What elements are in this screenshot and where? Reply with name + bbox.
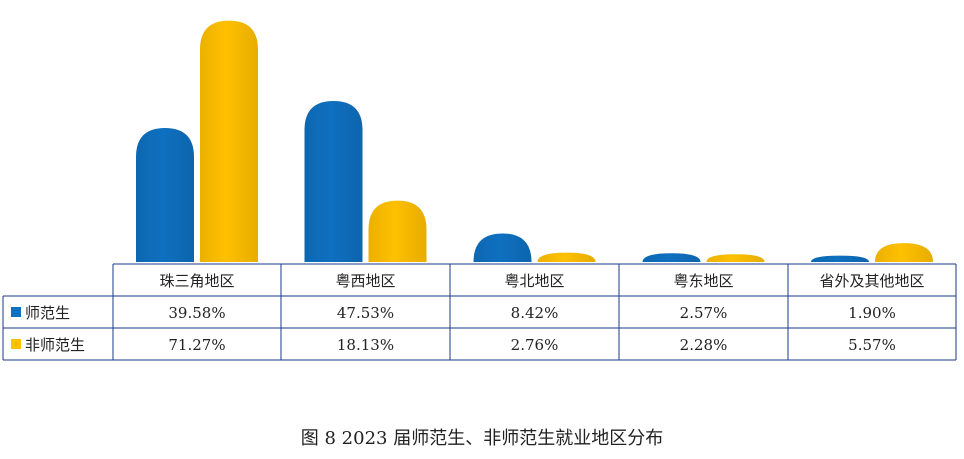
data-label: 1.90% <box>848 304 896 322</box>
bar-nonteacher-3 <box>706 254 765 262</box>
category-label: 粤西地区 <box>335 272 395 290</box>
bar-teacher-0 <box>136 127 194 262</box>
legend-swatch <box>11 307 21 317</box>
bar-teacher-1 <box>304 101 363 262</box>
category-label: 省外及其他地区 <box>819 272 924 290</box>
bar-nonteacher-1 <box>368 200 427 262</box>
data-label: 2.57% <box>680 304 728 322</box>
legend-label: 非师范生 <box>25 336 85 354</box>
bars-group <box>136 20 933 263</box>
bar-teacher-3 <box>642 253 701 262</box>
data-label: 8.42% <box>511 304 559 322</box>
legend-swatch <box>11 339 21 349</box>
data-label: 71.27% <box>168 336 225 354</box>
data-label: 2.76% <box>511 336 559 354</box>
bar-nonteacher-4 <box>875 243 933 262</box>
data-label: 2.28% <box>680 336 728 354</box>
data-label: 5.57% <box>848 336 896 354</box>
data-label: 47.53% <box>337 304 394 322</box>
category-label: 粤北地区 <box>504 272 564 290</box>
category-label: 珠三角地区 <box>159 272 234 290</box>
bar-teacher-4 <box>811 255 869 262</box>
data-label: 18.13% <box>337 336 394 354</box>
bar-teacher-2 <box>473 233 532 262</box>
data-label: 39.58% <box>168 304 225 322</box>
bar-nonteacher-0 <box>200 20 258 263</box>
bar-nonteacher-2 <box>537 252 596 262</box>
legend-label: 师范生 <box>25 304 70 322</box>
chart-title: 图 8 2023 届师范生、非师范生就业地区分布 <box>300 428 664 449</box>
category-label: 粤东地区 <box>673 272 733 290</box>
